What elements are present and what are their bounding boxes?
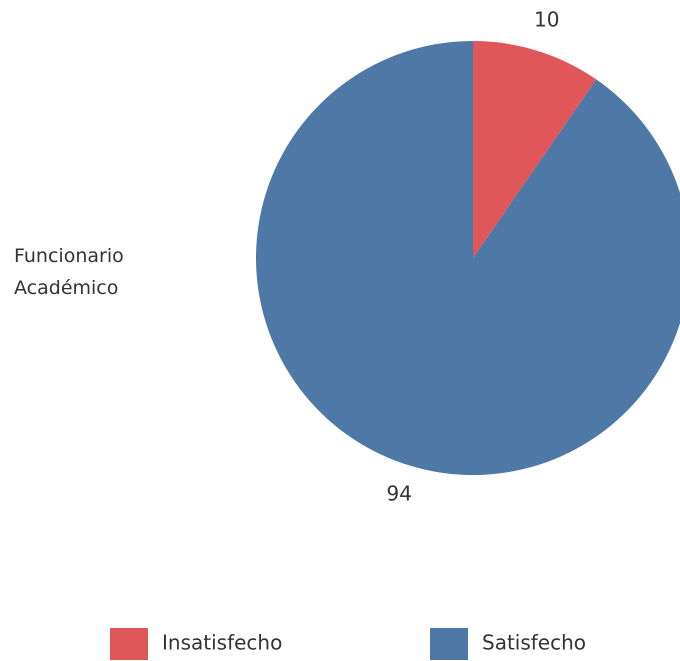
legend-swatch xyxy=(110,628,148,660)
pie-slice xyxy=(256,41,680,475)
data-label: 94 xyxy=(386,481,411,505)
pie-slice xyxy=(473,41,597,258)
legend-label: Satisfecho xyxy=(482,631,586,655)
legend-label: Insatisfecho xyxy=(162,631,282,655)
data-label: 10 xyxy=(534,8,559,32)
legend-swatch xyxy=(430,628,468,660)
row-label: Funcionario Académico xyxy=(14,245,124,299)
